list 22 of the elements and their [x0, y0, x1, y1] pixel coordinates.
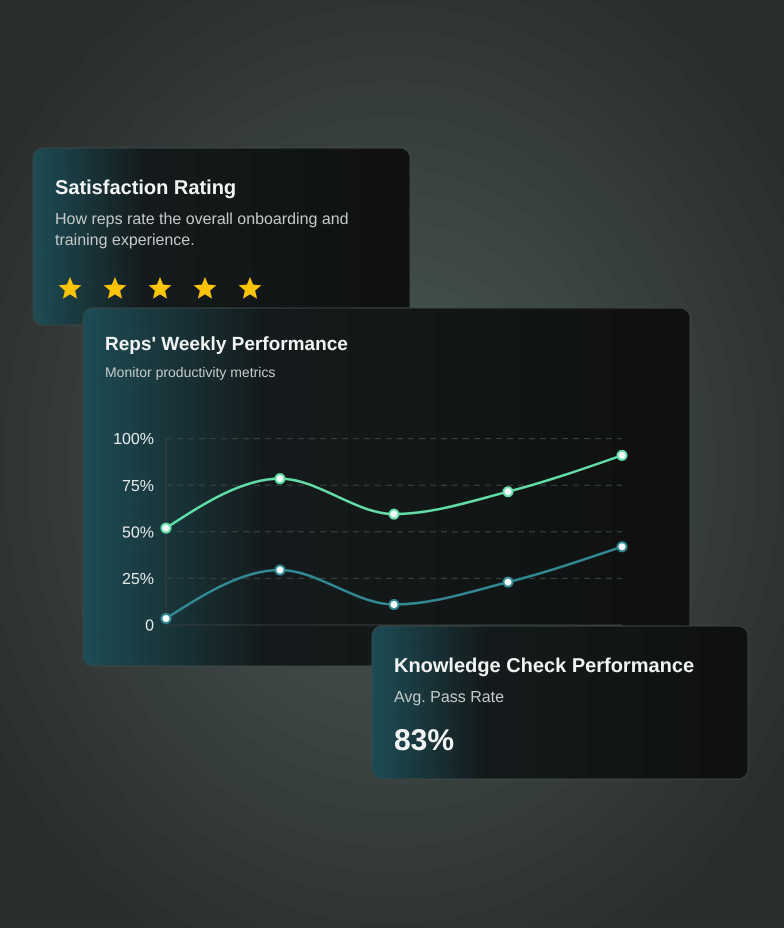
point	[616, 541, 628, 552]
point	[502, 486, 514, 498]
text: How reps rate the overall onboarding and training experience.	[55, 211, 349, 249]
point	[160, 612, 172, 624]
chart-title: Reps' Weekly Performance	[105, 334, 348, 355]
y-tick-label: 100%	[113, 431, 154, 448]
point	[160, 522, 172, 534]
point	[502, 576, 514, 588]
text: Knowledge Check Performance	[394, 655, 694, 677]
point	[274, 473, 286, 484]
y-tick-label: 25%	[122, 571, 154, 588]
point	[616, 450, 628, 461]
text: Satisfaction Rating	[55, 177, 236, 199]
point	[274, 564, 286, 576]
y-tick-label: 75%	[122, 478, 154, 495]
point	[388, 508, 400, 520]
text: 83%	[394, 724, 454, 757]
text: Avg. Pass Rate	[394, 689, 504, 706]
y-tick-label: 50%	[122, 524, 154, 542]
point	[388, 598, 400, 610]
chart-subtitle: Monitor productivity metrics	[105, 364, 276, 380]
y-tick-label: 0	[145, 618, 154, 635]
